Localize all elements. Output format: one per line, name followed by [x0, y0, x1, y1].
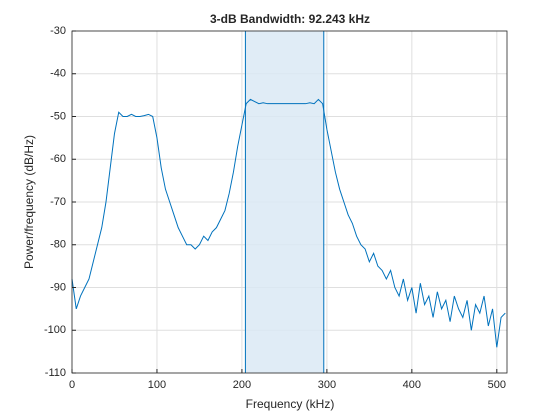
y-tick-label: -60	[50, 153, 66, 165]
x-tick-label: 200	[233, 379, 251, 391]
y-tick-label: -100	[44, 324, 66, 336]
y-tick-label: -70	[50, 196, 66, 208]
x-tick-label: 400	[403, 379, 421, 391]
y-tick-label: -50	[50, 110, 66, 122]
y-tick-label: -30	[50, 25, 66, 37]
y-tick-label: -90	[50, 281, 66, 293]
y-tick-label: -80	[50, 239, 66, 251]
x-tick-label: 500	[488, 379, 506, 391]
chart-title: 3-dB Bandwidth: 92.243 kHz	[210, 12, 370, 26]
y-tick-label: -40	[50, 68, 66, 80]
y-axis-label: Power/frequency (dB/Hz)	[22, 135, 36, 269]
x-axis-label: Frequency (kHz)	[246, 397, 335, 411]
spectrum-line	[71, 98, 506, 348]
bandwidth-region	[245, 31, 324, 373]
x-tick-label: 100	[148, 379, 166, 391]
y-tick-label: -110	[45, 367, 66, 379]
x-tick-label: 300	[318, 379, 336, 391]
x-tick-label: 0	[69, 379, 75, 391]
